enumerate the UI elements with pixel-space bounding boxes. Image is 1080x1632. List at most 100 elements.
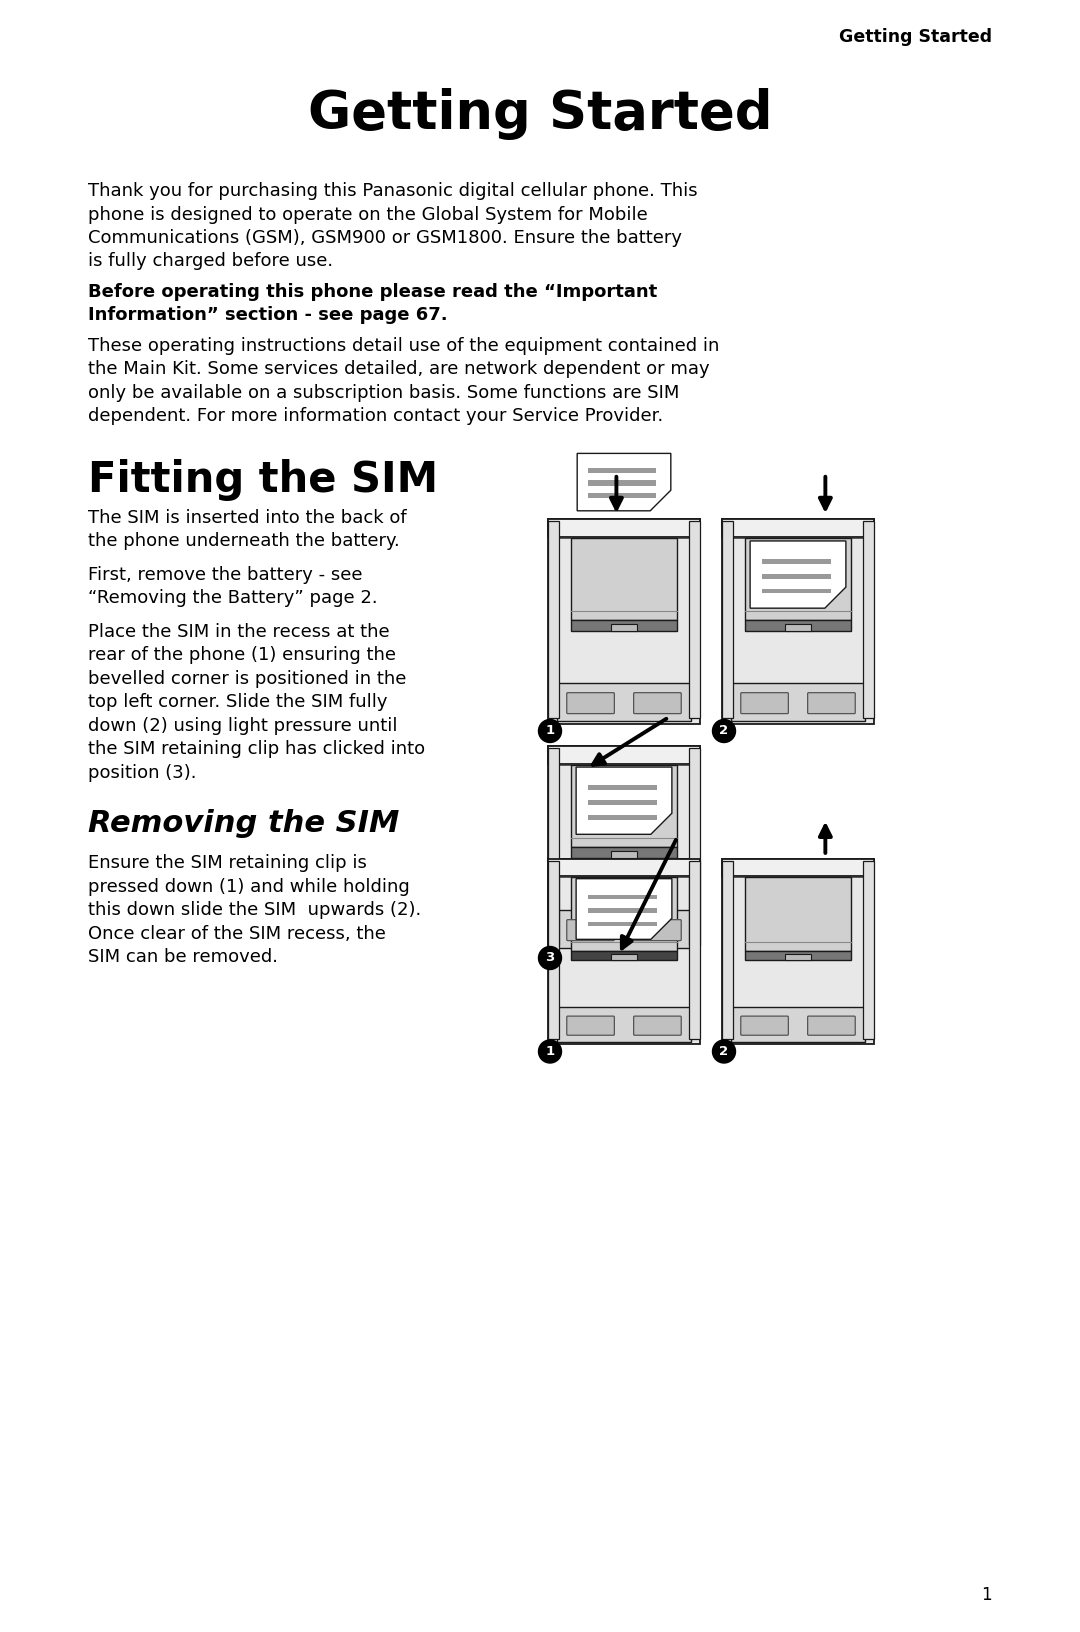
Text: Getting Started: Getting Started — [839, 28, 993, 46]
Text: SIM can be removed.: SIM can be removed. — [87, 948, 278, 966]
Bar — [557, 684, 691, 721]
Bar — [557, 1007, 691, 1041]
Bar — [731, 684, 865, 721]
Text: is fully charged before use.: is fully charged before use. — [87, 253, 333, 271]
Circle shape — [539, 720, 562, 743]
Text: phone is designed to operate on the Global System for Mobile: phone is designed to operate on the Glob… — [87, 206, 648, 224]
Bar — [745, 876, 851, 951]
Circle shape — [713, 1040, 735, 1062]
Bar — [723, 519, 874, 725]
Bar — [548, 746, 700, 764]
FancyBboxPatch shape — [634, 920, 681, 940]
Bar — [588, 894, 657, 899]
Bar — [589, 493, 656, 498]
Text: Removing the SIM: Removing the SIM — [87, 809, 400, 839]
Bar — [589, 468, 656, 473]
Bar — [689, 521, 700, 718]
Bar — [571, 951, 677, 960]
Text: Thank you for purchasing this Panasonic digital cellular phone. This: Thank you for purchasing this Panasonic … — [87, 183, 698, 201]
Text: Fitting the SIM: Fitting the SIM — [87, 459, 438, 501]
Bar — [863, 521, 874, 718]
Text: 2: 2 — [719, 725, 729, 738]
Polygon shape — [576, 878, 672, 940]
Bar — [589, 480, 656, 486]
Bar — [557, 911, 691, 948]
Circle shape — [713, 720, 735, 743]
Text: Communications (GSM), GSM900 or GSM1800. Ensure the battery: Communications (GSM), GSM900 or GSM1800.… — [87, 228, 681, 246]
Text: These operating instructions detail use of the equipment contained in: These operating instructions detail use … — [87, 336, 719, 356]
Bar — [548, 521, 558, 718]
Text: the phone underneath the battery.: the phone underneath the battery. — [87, 532, 400, 550]
Bar — [588, 909, 657, 912]
Text: bevelled corner is positioned in the: bevelled corner is positioned in the — [87, 671, 406, 689]
Bar — [723, 860, 874, 1044]
FancyBboxPatch shape — [567, 692, 615, 713]
Bar — [548, 860, 700, 1044]
Bar — [571, 847, 677, 858]
Bar — [588, 922, 657, 925]
Text: Before operating this phone please read the “Important: Before operating this phone please read … — [87, 282, 658, 300]
FancyBboxPatch shape — [567, 1017, 615, 1035]
Bar — [548, 746, 700, 951]
Bar — [548, 519, 700, 725]
Text: the SIM retaining clip has clicked into: the SIM retaining clip has clicked into — [87, 741, 426, 759]
Text: the Main Kit. Some services detailed, are network dependent or may: the Main Kit. Some services detailed, ar… — [87, 361, 710, 379]
Text: dependent. For more information contact your Service Provider.: dependent. For more information contact … — [87, 408, 663, 426]
Bar — [761, 574, 831, 579]
Bar — [761, 589, 831, 594]
Bar — [610, 953, 637, 960]
Text: Information” section - see page 67.: Information” section - see page 67. — [87, 307, 447, 325]
FancyBboxPatch shape — [741, 1017, 788, 1035]
Bar — [745, 620, 851, 630]
FancyBboxPatch shape — [567, 920, 615, 940]
Bar — [761, 560, 831, 563]
Bar — [588, 800, 657, 805]
Text: Getting Started: Getting Started — [308, 88, 772, 140]
Text: The SIM is inserted into the back of: The SIM is inserted into the back of — [87, 509, 407, 527]
Text: 1: 1 — [982, 1586, 993, 1604]
Polygon shape — [576, 767, 672, 834]
FancyBboxPatch shape — [634, 692, 681, 713]
Text: 2: 2 — [719, 1044, 729, 1058]
Circle shape — [539, 947, 562, 969]
Bar — [610, 623, 637, 630]
Circle shape — [539, 1040, 562, 1062]
FancyBboxPatch shape — [634, 1017, 681, 1035]
Polygon shape — [751, 540, 846, 609]
Bar — [723, 860, 874, 876]
Bar — [548, 860, 700, 876]
Bar — [723, 519, 874, 537]
Bar — [785, 623, 811, 630]
Text: Place the SIM in the recess at the: Place the SIM in the recess at the — [87, 623, 390, 641]
Bar — [745, 539, 851, 620]
Bar — [548, 747, 558, 945]
Text: First, remove the battery - see: First, remove the battery - see — [87, 566, 363, 584]
Bar — [571, 876, 677, 951]
Bar — [588, 785, 657, 790]
Bar — [723, 862, 732, 1040]
Text: pressed down (1) and while holding: pressed down (1) and while holding — [87, 878, 409, 896]
Text: rear of the phone (1) ensuring the: rear of the phone (1) ensuring the — [87, 646, 396, 664]
Bar — [689, 747, 700, 945]
Text: “Removing the Battery” page 2.: “Removing the Battery” page 2. — [87, 589, 378, 607]
Text: this down slide the SIM  upwards (2).: this down slide the SIM upwards (2). — [87, 901, 421, 919]
Text: 3: 3 — [545, 951, 555, 965]
Text: 1: 1 — [545, 1044, 554, 1058]
Bar — [785, 953, 811, 960]
Text: Once clear of the SIM recess, the: Once clear of the SIM recess, the — [87, 925, 386, 943]
Text: position (3).: position (3). — [87, 764, 197, 782]
Bar — [731, 1007, 865, 1041]
Text: only be available on a subscription basis. Some functions are SIM: only be available on a subscription basi… — [87, 384, 679, 401]
Text: Ensure the SIM retaining clip is: Ensure the SIM retaining clip is — [87, 855, 367, 873]
FancyBboxPatch shape — [741, 692, 788, 713]
Text: 1: 1 — [545, 725, 554, 738]
FancyBboxPatch shape — [808, 692, 855, 713]
Bar — [745, 951, 851, 960]
Bar — [571, 620, 677, 630]
Bar — [571, 765, 677, 847]
Bar — [548, 862, 558, 1040]
Bar — [571, 539, 677, 620]
Text: down (2) using light pressure until: down (2) using light pressure until — [87, 716, 397, 734]
Bar — [588, 814, 657, 819]
Text: top left corner. Slide the SIM fully: top left corner. Slide the SIM fully — [87, 694, 388, 712]
